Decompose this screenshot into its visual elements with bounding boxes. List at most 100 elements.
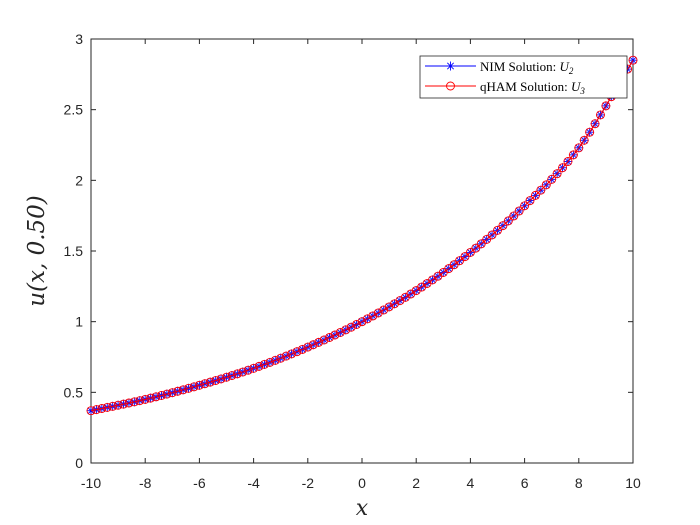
data-point-shape [541,180,551,190]
data-point [568,150,578,160]
data-point-shape [482,234,492,244]
data-point [308,340,318,350]
data-point-shape [151,392,161,402]
legend-label-qham-var: U [571,79,582,94]
data-point-shape [563,157,573,166]
legend-label-nim-var: U [559,59,570,74]
data-point-shape [330,330,340,340]
data-point-shape [585,127,595,137]
data-point-shape [558,163,567,173]
data-point-shape [249,363,259,373]
data-point-shape [91,405,101,415]
data-point-shape [390,299,399,309]
data-point-shape [184,383,194,393]
data-point [368,311,378,321]
legend-label-qham-text: qHAM Solution: [480,79,571,94]
data-point [173,386,183,396]
legend-marker-qham [446,81,455,91]
data-point [184,383,194,393]
data-point-shape [357,317,367,327]
data-point [509,211,519,221]
data-point-shape [227,371,237,380]
data-point-shape [200,379,210,389]
data-point [384,302,394,312]
data-point-shape [400,292,410,302]
x-tick-label: -4 [247,475,260,491]
x-tick-label: 10 [625,475,641,491]
data-point [563,157,573,166]
data-point-shape [574,143,584,153]
data-point-shape [520,201,530,211]
data-point [232,369,242,379]
data-point-shape [119,399,128,409]
data-point [357,317,367,327]
x-tick-label: 2 [412,475,420,491]
data-point-shape [222,372,231,382]
data-point [86,406,96,416]
data-point [238,367,248,377]
y-axis-label: u(x, 0.50) [24,195,50,307]
data-point [552,169,562,179]
legend-marker-shape [446,61,455,71]
data-point-shape [509,211,519,221]
data-point [352,320,362,329]
data-point-shape [379,305,389,315]
data-point-shape [135,396,145,406]
data-point [194,380,204,390]
data-point-shape [157,391,166,400]
data-point [558,163,567,173]
y-tick-labels: 0 0.5 1 1.5 2 2.5 3 [64,31,84,471]
data-point [579,135,589,145]
data-point-shape [579,135,589,145]
x-axis-label: x [356,496,369,521]
legend-label-qham-sub: 3 [579,86,585,96]
data-point [254,361,264,371]
data-point [525,196,535,206]
data-point-shape [352,320,362,329]
x-tick-label: 0 [358,475,366,491]
data-point-shape [596,110,605,120]
data-point-shape [276,353,286,363]
y-tick-label: 1.5 [64,243,84,259]
data-point-shape [281,351,291,361]
x-tick-labels: -10 -8 -6 -4 -2 0 2 4 6 8 10 [81,475,641,491]
data-point [330,330,340,340]
data-point [146,393,156,403]
data-point-shape [129,397,139,407]
data-point-shape [395,296,405,306]
data-point [536,185,546,195]
data-point [259,359,269,369]
data-point-shape [487,230,497,240]
data-point-shape [303,342,313,352]
legend-marker-shape-shape [446,81,455,91]
data-point-shape [568,150,578,160]
data-point [373,308,383,318]
data-point [270,355,280,365]
data-point-shape [547,174,557,184]
data-point-shape [189,382,199,392]
data-point-shape [628,55,638,65]
data-point [585,127,595,137]
data-point [346,322,356,332]
data-point [249,363,259,373]
data-point [135,396,145,406]
x-tick-label: -10 [81,475,101,491]
data-point-shape [297,344,307,354]
data-point-shape [108,401,118,411]
data-point [227,371,237,380]
x-tick-label: -8 [139,475,152,491]
data-point-shape [471,243,481,253]
data-point [216,374,226,384]
data-point-shape [498,221,508,231]
data-point-shape [178,385,188,395]
x-tick-label: 8 [575,475,583,491]
data-point [390,299,399,309]
data-point [628,55,638,65]
data-point [379,305,389,315]
data-point-shape [536,185,546,195]
data-point [124,398,134,408]
data-point-shape [319,335,329,345]
data-point-shape [503,216,513,226]
data-point [140,394,150,404]
